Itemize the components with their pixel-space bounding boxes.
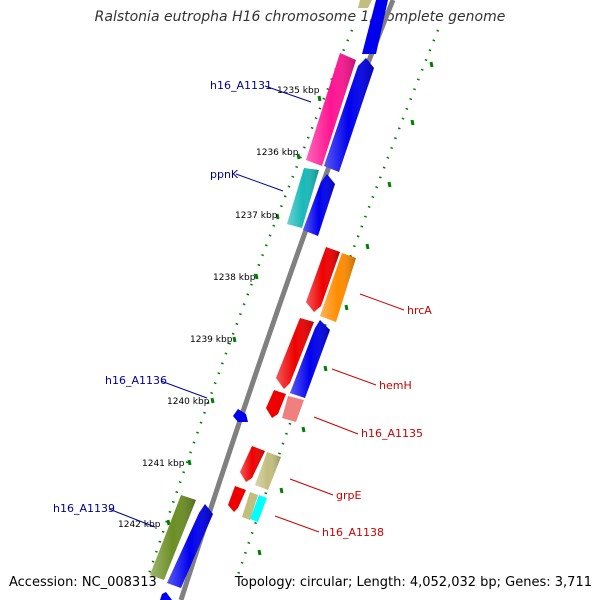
major-ticks (166, 61, 434, 556)
leader-hrcA (359, 293, 405, 311)
scale-label-1237: 1237 kbp (235, 211, 278, 221)
gene-feature-ppnK[interactable] (287, 168, 319, 228)
gene-features (150, 0, 388, 600)
feature-top-blue (362, 0, 388, 54)
major-tick (257, 549, 262, 556)
gene-feature-blue-1139[interactable] (167, 504, 213, 588)
gene-label-grpE[interactable]: grpE (336, 489, 361, 502)
gene-feature-grpE[interactable] (255, 452, 281, 490)
genome-summary-text: Topology: circular; Length: 4,052,032 bp… (234, 575, 592, 590)
scale-label-1236: 1236 kbp (256, 148, 299, 158)
leader-h16_A1131 (264, 85, 312, 103)
gene-feature-red-small[interactable] (266, 390, 286, 418)
major-tick (365, 243, 370, 250)
feature-blue-1131-shade (324, 58, 374, 172)
gene-feature-red-grpe[interactable] (240, 446, 265, 482)
gene-label-ppnK[interactable]: ppnK (210, 168, 239, 181)
leader-h16_A1139 (108, 508, 156, 528)
feature-hemh-shade (290, 320, 330, 398)
gene-feature-bottom-blue[interactable] (160, 592, 172, 600)
feature-red-a1138 (228, 486, 246, 512)
major-tick (279, 487, 284, 494)
gene-feature-blue-ppnk[interactable] (303, 174, 335, 236)
scale-labels: 1235 kbp 1236 kbp 1237 kbp 1238 kbp 1239… (118, 86, 320, 530)
feature-red-small (266, 390, 286, 418)
leader-h16_A1135 (313, 416, 359, 435)
feature-khaki-a1138 (242, 492, 258, 520)
major-tick (301, 426, 306, 433)
gene-feature-blue-1131[interactable] (324, 58, 374, 172)
feature-blue-ppnk-shade (303, 174, 335, 236)
gene-feature-h16_A1139[interactable] (150, 495, 196, 580)
gene-label-h16_A1131[interactable]: h16_A1131 (210, 79, 272, 92)
map-title: Ralstonia eutropha H16 chromosome 1, com… (94, 9, 506, 25)
gene-feature-red-a1138[interactable] (228, 486, 246, 512)
feature-blue-1139-shade (167, 504, 213, 588)
major-tick (323, 365, 328, 372)
gene-label-h16_A1135[interactable]: h16_A1135 (361, 427, 423, 440)
gene-feature-red-hemh[interactable] (276, 318, 314, 389)
major-tick (275, 213, 280, 220)
gene-feature-top-blue[interactable] (362, 0, 388, 54)
scale-label-1239: 1239 kbp (190, 335, 233, 345)
feature-grpe-shade (255, 452, 281, 490)
gene-feature-h16_A1135[interactable] (282, 396, 304, 422)
feature-red-hrca-shade (306, 247, 340, 312)
major-tick (187, 459, 192, 466)
major-tick (344, 304, 349, 311)
feature-a1136 (233, 409, 248, 422)
scale-label-1240: 1240 kbp (167, 397, 210, 407)
scale-label-1238: 1238 kbp (213, 273, 256, 283)
gene-labels: h16_A1131 ppnK h16_A1136 h16_A1139 hrcA … (53, 79, 432, 539)
gene-feature-top-khaki[interactable] (358, 0, 372, 8)
feature-a1138 (250, 495, 267, 522)
major-tick (296, 153, 301, 160)
major-tick (429, 61, 434, 68)
gene-feature-khaki-a1138[interactable] (242, 492, 258, 520)
major-tick (387, 181, 392, 188)
gene-feature-red-hrca[interactable] (306, 247, 340, 312)
leader-h16_A1138 (274, 515, 320, 533)
major-tick (410, 119, 415, 126)
major-tick (232, 336, 237, 343)
accession-text: Accession: NC_008313 (9, 575, 157, 590)
scale-label-1241: 1241 kbp (142, 459, 185, 469)
feature-top-khaki (358, 0, 372, 8)
leader-h16_A1136 (160, 380, 208, 399)
gene-feature-hrcA[interactable] (320, 253, 356, 322)
major-tick (254, 273, 259, 280)
gene-label-hemH[interactable]: hemH (379, 379, 412, 392)
leader-hemH (331, 368, 377, 386)
label-leaders (108, 85, 405, 533)
gene-label-h16_A1138[interactable]: h16_A1138 (322, 526, 384, 539)
scale-label-1235: 1235 kbp (277, 86, 320, 96)
leader-ppnK (235, 173, 284, 192)
feature-ppnk-shade (287, 168, 319, 228)
gene-feature-h16_A1138[interactable] (250, 495, 267, 522)
feature-a1135 (282, 396, 304, 422)
gene-label-h16_A1139[interactable]: h16_A1139 (53, 502, 115, 515)
feature-a1139-shade (150, 495, 196, 580)
major-tick (210, 397, 215, 404)
gene-feature-h16_A1136[interactable] (233, 409, 248, 422)
gene-label-hrcA[interactable]: hrcA (407, 304, 432, 317)
feature-a1131-shade (306, 53, 356, 166)
gene-feature-hemH[interactable] (290, 320, 330, 398)
feature-red-grpe-shade (240, 446, 265, 482)
major-tick (317, 95, 322, 102)
leader-grpE (289, 478, 334, 496)
major-tick (166, 519, 171, 526)
gene-feature-h16_A1131[interactable] (306, 53, 356, 166)
feature-bottom-blue (160, 592, 172, 600)
feature-hrca-shade (320, 253, 356, 322)
scale-label-1242: 1242 kbp (118, 520, 161, 530)
feature-red-hemh-shade (276, 318, 314, 389)
inner-tick-track (145, 29, 354, 581)
gene-label-h16_A1136[interactable]: h16_A1136 (105, 374, 167, 387)
